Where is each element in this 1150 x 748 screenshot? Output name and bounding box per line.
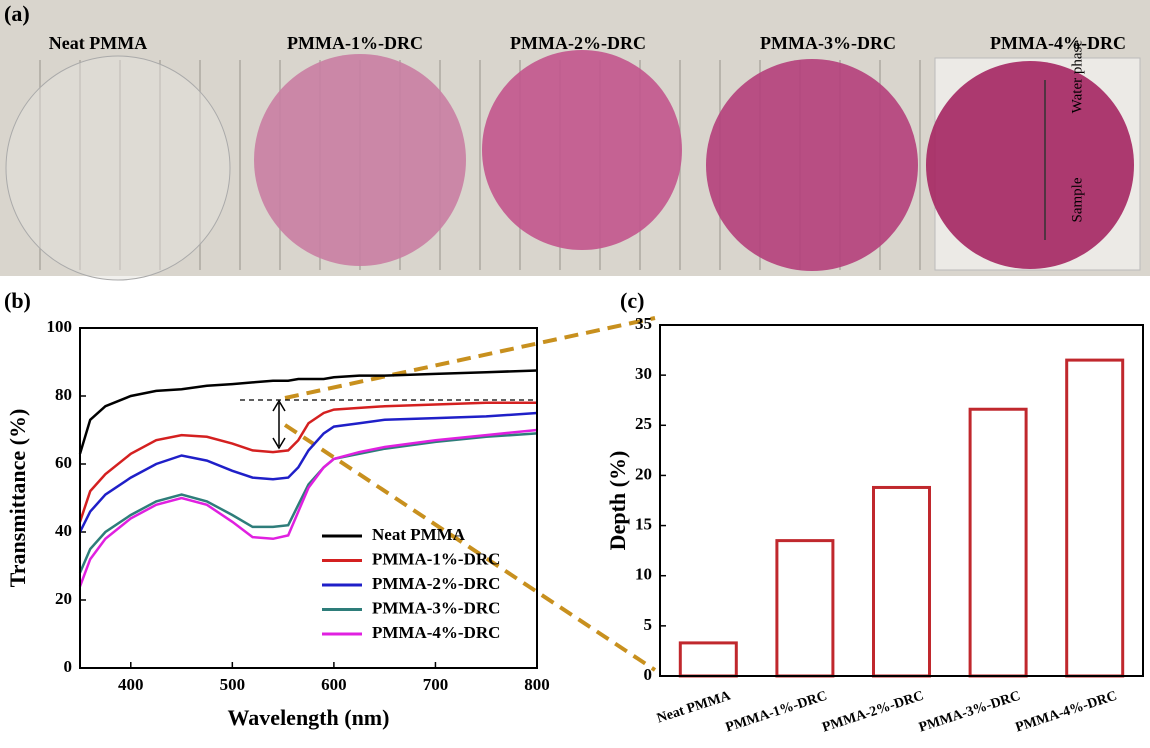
plot-frame: [659, 324, 1144, 677]
series-line: [78, 411, 538, 533]
sample-label: PMMA-3%-DRC: [760, 33, 896, 53]
x-tick-label: 700: [423, 675, 449, 694]
y-axis-label: Depth (%): [605, 451, 630, 551]
sample-disc: [254, 54, 466, 266]
y-tick-label: 15: [635, 514, 652, 533]
y-tick-label: 40: [55, 521, 72, 540]
series-line: [78, 428, 538, 587]
annotation: Water phase: [1069, 40, 1085, 114]
y-tick-label: 0: [644, 665, 653, 684]
legend-label: PMMA-1%-DRC: [372, 549, 500, 568]
bar: [872, 485, 931, 678]
connector: [284, 316, 656, 400]
plot-frame: [79, 327, 538, 669]
legend-label: PMMA-2%-DRC: [372, 574, 500, 593]
sample-disc: [5, 55, 231, 281]
sample-disc: [706, 59, 918, 271]
x-axis-label: Wavelength (nm): [228, 705, 390, 730]
x-tick-label: 400: [118, 675, 144, 694]
x-tick-label: PMMA-3%-DRC: [917, 689, 1022, 736]
y-tick-label: 20: [635, 464, 652, 483]
arrow-head: [272, 399, 286, 450]
bar: [968, 407, 1028, 678]
connector: [283, 423, 657, 672]
y-tick-label: 35: [635, 314, 652, 333]
legend-label: PMMA-3%-DRC: [372, 598, 500, 617]
sample-label: PMMA-4%-DRC: [990, 33, 1126, 53]
annotation: Sample: [1069, 177, 1085, 222]
x-tick-label: 600: [321, 675, 347, 694]
series-line: [78, 401, 537, 523]
bar: [1065, 358, 1125, 678]
y-axis-label: Transmittance (%): [5, 409, 30, 588]
x-tick-label: PMMA-2%-DRC: [821, 689, 926, 736]
x-tick-label: 800: [524, 675, 550, 694]
series-line: [78, 432, 538, 574]
x-tick-label: PMMA-4%-DRC: [1014, 689, 1119, 736]
y-tick-label: 30: [635, 364, 652, 383]
legend-label: PMMA-4%-DRC: [372, 623, 500, 642]
x-tick-label: PMMA-1%-DRC: [724, 689, 829, 736]
panel-label: (a): [4, 1, 30, 26]
y-tick-label: 20: [55, 589, 72, 608]
bar: [775, 539, 835, 678]
panel-label: (b): [4, 288, 31, 313]
y-tick-label: 25: [635, 414, 652, 433]
series-line: [78, 369, 538, 455]
legend-label: Neat PMMA: [372, 525, 466, 544]
y-tick-label: 10: [635, 565, 652, 584]
x-tick-label: 500: [220, 675, 246, 694]
bar: [678, 641, 738, 678]
sample-label: Neat PMMA: [49, 33, 147, 53]
panel-label: (c): [620, 288, 644, 313]
y-tick-label: 0: [64, 657, 73, 676]
y-tick-label: 5: [644, 615, 653, 634]
x-tick-label: Neat PMMA: [655, 688, 733, 726]
sample-disc: [926, 61, 1134, 269]
y-tick-label: 80: [55, 385, 72, 404]
sample-label: PMMA-2%-DRC: [510, 33, 646, 53]
sample-disc: [482, 50, 682, 250]
sample-label: PMMA-1%-DRC: [287, 33, 423, 53]
y-tick-label: 60: [55, 453, 72, 472]
y-tick-label: 100: [47, 317, 73, 336]
